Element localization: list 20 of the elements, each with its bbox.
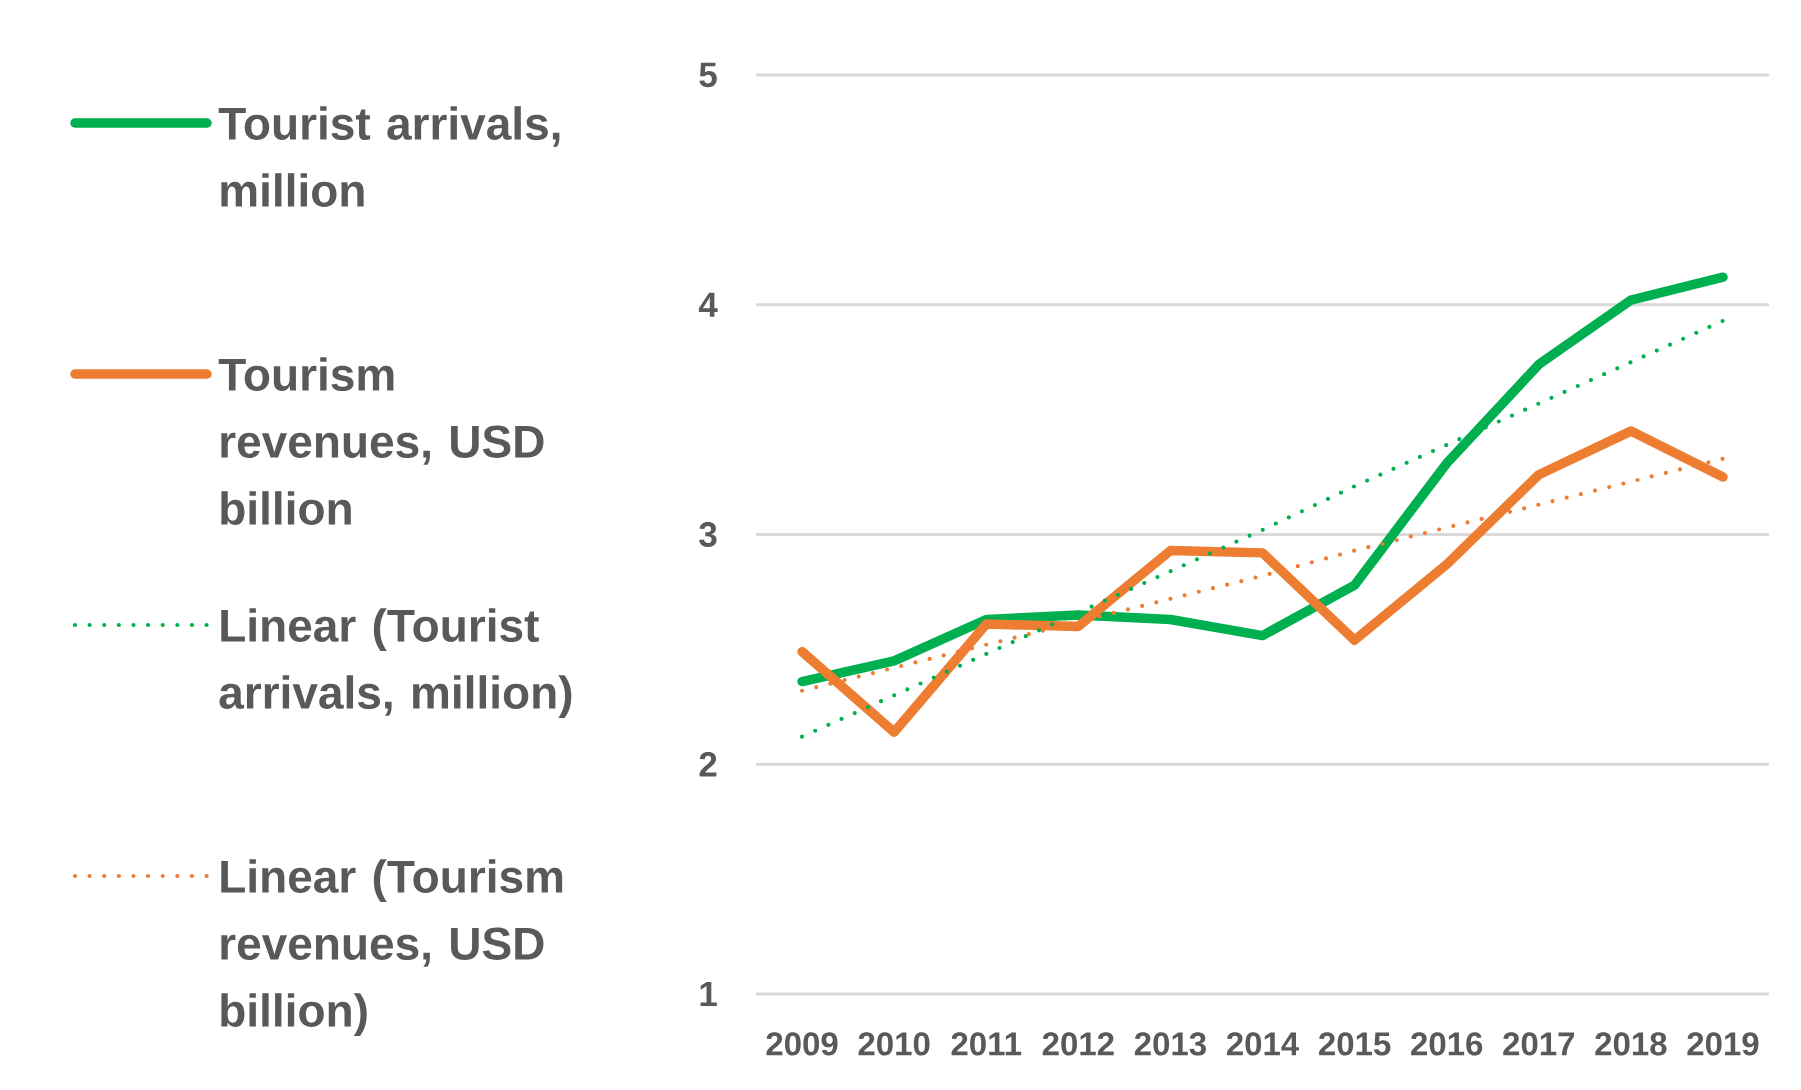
x-tick-label: 2014 — [1226, 1032, 1300, 1056]
x-tick-label: 2018 — [1595, 1032, 1667, 1056]
x-tick-label: 2019 — [1687, 1032, 1759, 1056]
x-tick-label: 2010 — [858, 1032, 930, 1056]
x-tick-label: 2013 — [1134, 1032, 1206, 1056]
x-tick-label: 2015 — [1319, 1032, 1391, 1056]
legend-label: Tourist arrivals, million — [218, 106, 560, 207]
y-tick-label: 2 — [699, 752, 717, 777]
x-tick-label: 2012 — [1042, 1032, 1114, 1056]
x-tick-label: 2009 — [766, 1032, 838, 1056]
legend-label: Tourism revenues, USD billion — [218, 357, 544, 525]
y-tick-label: 1 — [700, 981, 717, 1007]
y-tick-label: 5 — [699, 62, 717, 88]
x-tick-label: 2017 — [1503, 1032, 1575, 1056]
y-tick-label: 4 — [698, 292, 718, 317]
legend-label: Linear (Tourism revenues, USD billion) — [221, 859, 563, 1037]
y-tick-label: 3 — [699, 522, 717, 547]
x-tick-label: 2011 — [951, 1032, 1022, 1056]
x-tick-label: 2016 — [1411, 1032, 1483, 1056]
legend-label: Linear (Tourist arrivals, million) — [219, 608, 572, 719]
